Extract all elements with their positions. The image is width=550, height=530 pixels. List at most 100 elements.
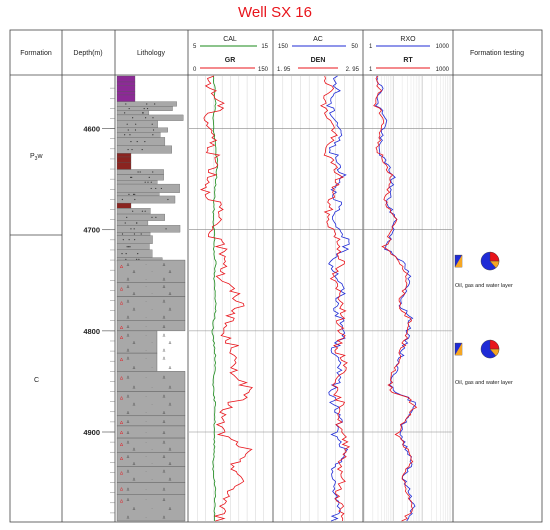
lithology-symbol: · bbox=[145, 468, 146, 473]
rxo-max: 1000 bbox=[436, 44, 450, 50]
lithology-bed bbox=[116, 75, 136, 83]
lithology-symbol: ∆ bbox=[127, 410, 130, 415]
lithology-texture bbox=[121, 233, 124, 235]
lithology-symbol: · bbox=[151, 402, 152, 407]
lithology-texture bbox=[126, 123, 128, 125]
lithology-texture bbox=[122, 239, 124, 241]
lithology-symbol: · bbox=[151, 447, 152, 452]
test-pie-oil bbox=[489, 251, 500, 262]
lithology-symbol: ∆ bbox=[127, 356, 130, 361]
test-pie-gas bbox=[489, 260, 500, 269]
lithology-symbol: · bbox=[145, 284, 146, 289]
lithology-bed bbox=[116, 137, 166, 146]
lithology-bed bbox=[116, 114, 184, 121]
lithology-texture bbox=[167, 198, 169, 201]
lithology-symbol: · bbox=[151, 291, 152, 296]
lithology-bed bbox=[116, 156, 132, 163]
lithology-texture bbox=[151, 123, 153, 125]
lithology-symbol: ∆ bbox=[169, 506, 172, 511]
formation-testing-header: Formation testing bbox=[470, 50, 524, 57]
lithology-texture bbox=[152, 129, 155, 131]
lithology-symbol: ∆ bbox=[133, 340, 136, 345]
lithology-marker: Δ bbox=[120, 335, 123, 340]
lithology-texture bbox=[125, 253, 127, 255]
lithology-texture bbox=[152, 171, 154, 173]
lithology-bed bbox=[116, 145, 172, 154]
lithology-texture bbox=[139, 171, 141, 173]
lithology-symbol: ∆ bbox=[169, 291, 172, 296]
ac-curve bbox=[325, 75, 350, 522]
gr-min: 0 bbox=[193, 67, 197, 73]
lithology-texture bbox=[127, 148, 129, 151]
lithology-marker: Δ bbox=[120, 300, 123, 305]
lithology-bed bbox=[116, 391, 186, 417]
lithology-symbol: · bbox=[145, 440, 146, 445]
formation-lower: C bbox=[34, 377, 39, 384]
lithology-bed bbox=[116, 225, 181, 233]
lithology-symbol: · bbox=[151, 269, 152, 274]
lithology-texture bbox=[131, 148, 133, 151]
lithology-symbol: ∆ bbox=[169, 461, 172, 466]
lithology-texture bbox=[132, 193, 135, 195]
lithology-texture bbox=[136, 222, 138, 224]
lithology-symbol: ∆ bbox=[127, 468, 130, 473]
depth-tick-label: 4900 bbox=[83, 428, 100, 437]
lithology-symbol: · bbox=[145, 324, 146, 329]
lithology-texture bbox=[128, 193, 130, 195]
formation-header: Formation bbox=[20, 50, 52, 57]
test-pie-oil bbox=[489, 339, 500, 350]
lithology-symbol: · bbox=[151, 307, 152, 312]
lithology-texture bbox=[124, 112, 126, 114]
lithology-texture bbox=[134, 129, 137, 131]
lithology-symbol: ∆ bbox=[163, 347, 166, 352]
lithology-marker: Δ bbox=[120, 470, 123, 475]
lithology-texture bbox=[125, 258, 127, 260]
lithology-texture bbox=[126, 216, 128, 218]
lithology-texture bbox=[141, 210, 144, 212]
cal-label: CAL bbox=[223, 36, 237, 43]
lithology-symbol: ∆ bbox=[169, 477, 172, 482]
lithology-symbol: · bbox=[145, 410, 146, 415]
lithology-symbol: ∆ bbox=[127, 497, 130, 502]
lithology-column: ∆ · ∆∆ · ∆∆ · ∆Δ∆ · ∆∆ · ∆Δ∆ · ∆∆ · ∆∆ · ∆Δ∆ · ∆Δ∆ · ∆∆ · ∆∆ · ∆… bbox=[116, 75, 186, 522]
lithology-symbol: ∆ bbox=[133, 506, 136, 511]
lithology-symbol: ∆ bbox=[163, 394, 166, 399]
lithology-bed bbox=[116, 174, 164, 181]
lithology-marker: Δ bbox=[120, 487, 123, 492]
lithology-symbol: ∆ bbox=[169, 307, 172, 312]
lithology-texture bbox=[142, 112, 144, 114]
lithology-bed bbox=[116, 85, 136, 92]
lithology-texture bbox=[134, 198, 136, 201]
lithology-symbol: ∆ bbox=[127, 394, 130, 399]
den-max: 2. 95 bbox=[346, 67, 360, 73]
lithology-symbol: ∆ bbox=[127, 430, 130, 435]
lithology-texture bbox=[152, 117, 154, 119]
lithology-symbol: ∆ bbox=[163, 284, 166, 289]
lithology-texture bbox=[150, 187, 152, 190]
lithology-texture bbox=[124, 222, 126, 224]
lithology-texture bbox=[128, 239, 130, 241]
column-dividers bbox=[10, 30, 454, 522]
rxo-min: 1 bbox=[369, 44, 373, 50]
lithology-marker: Δ bbox=[120, 396, 123, 401]
gr-label: GR bbox=[225, 57, 236, 64]
lithology-texture bbox=[132, 117, 134, 119]
den-min: 1. 95 bbox=[277, 67, 291, 73]
lithology-symbol: · bbox=[145, 299, 146, 304]
lithology-marker: Δ bbox=[120, 286, 123, 291]
lithology-symbol: · bbox=[151, 461, 152, 466]
depth-axis: 4600 4700 4800 4900 bbox=[83, 87, 452, 514]
cal-curve bbox=[211, 75, 219, 522]
lithology-texture bbox=[133, 233, 136, 235]
lithology-bed bbox=[116, 494, 186, 522]
lithology-bed bbox=[116, 296, 186, 321]
lithology-symbol: · bbox=[151, 506, 152, 511]
formation-upper: P3w bbox=[30, 153, 43, 162]
lithology-texture bbox=[152, 134, 154, 136]
rxo-label: RXO bbox=[400, 36, 416, 43]
lithology-texture bbox=[148, 176, 150, 178]
cal-max: 15 bbox=[261, 44, 268, 50]
lithology-symbol: · bbox=[145, 333, 146, 338]
lithology-texture bbox=[165, 228, 167, 230]
chart-frame bbox=[9, 29, 543, 523]
